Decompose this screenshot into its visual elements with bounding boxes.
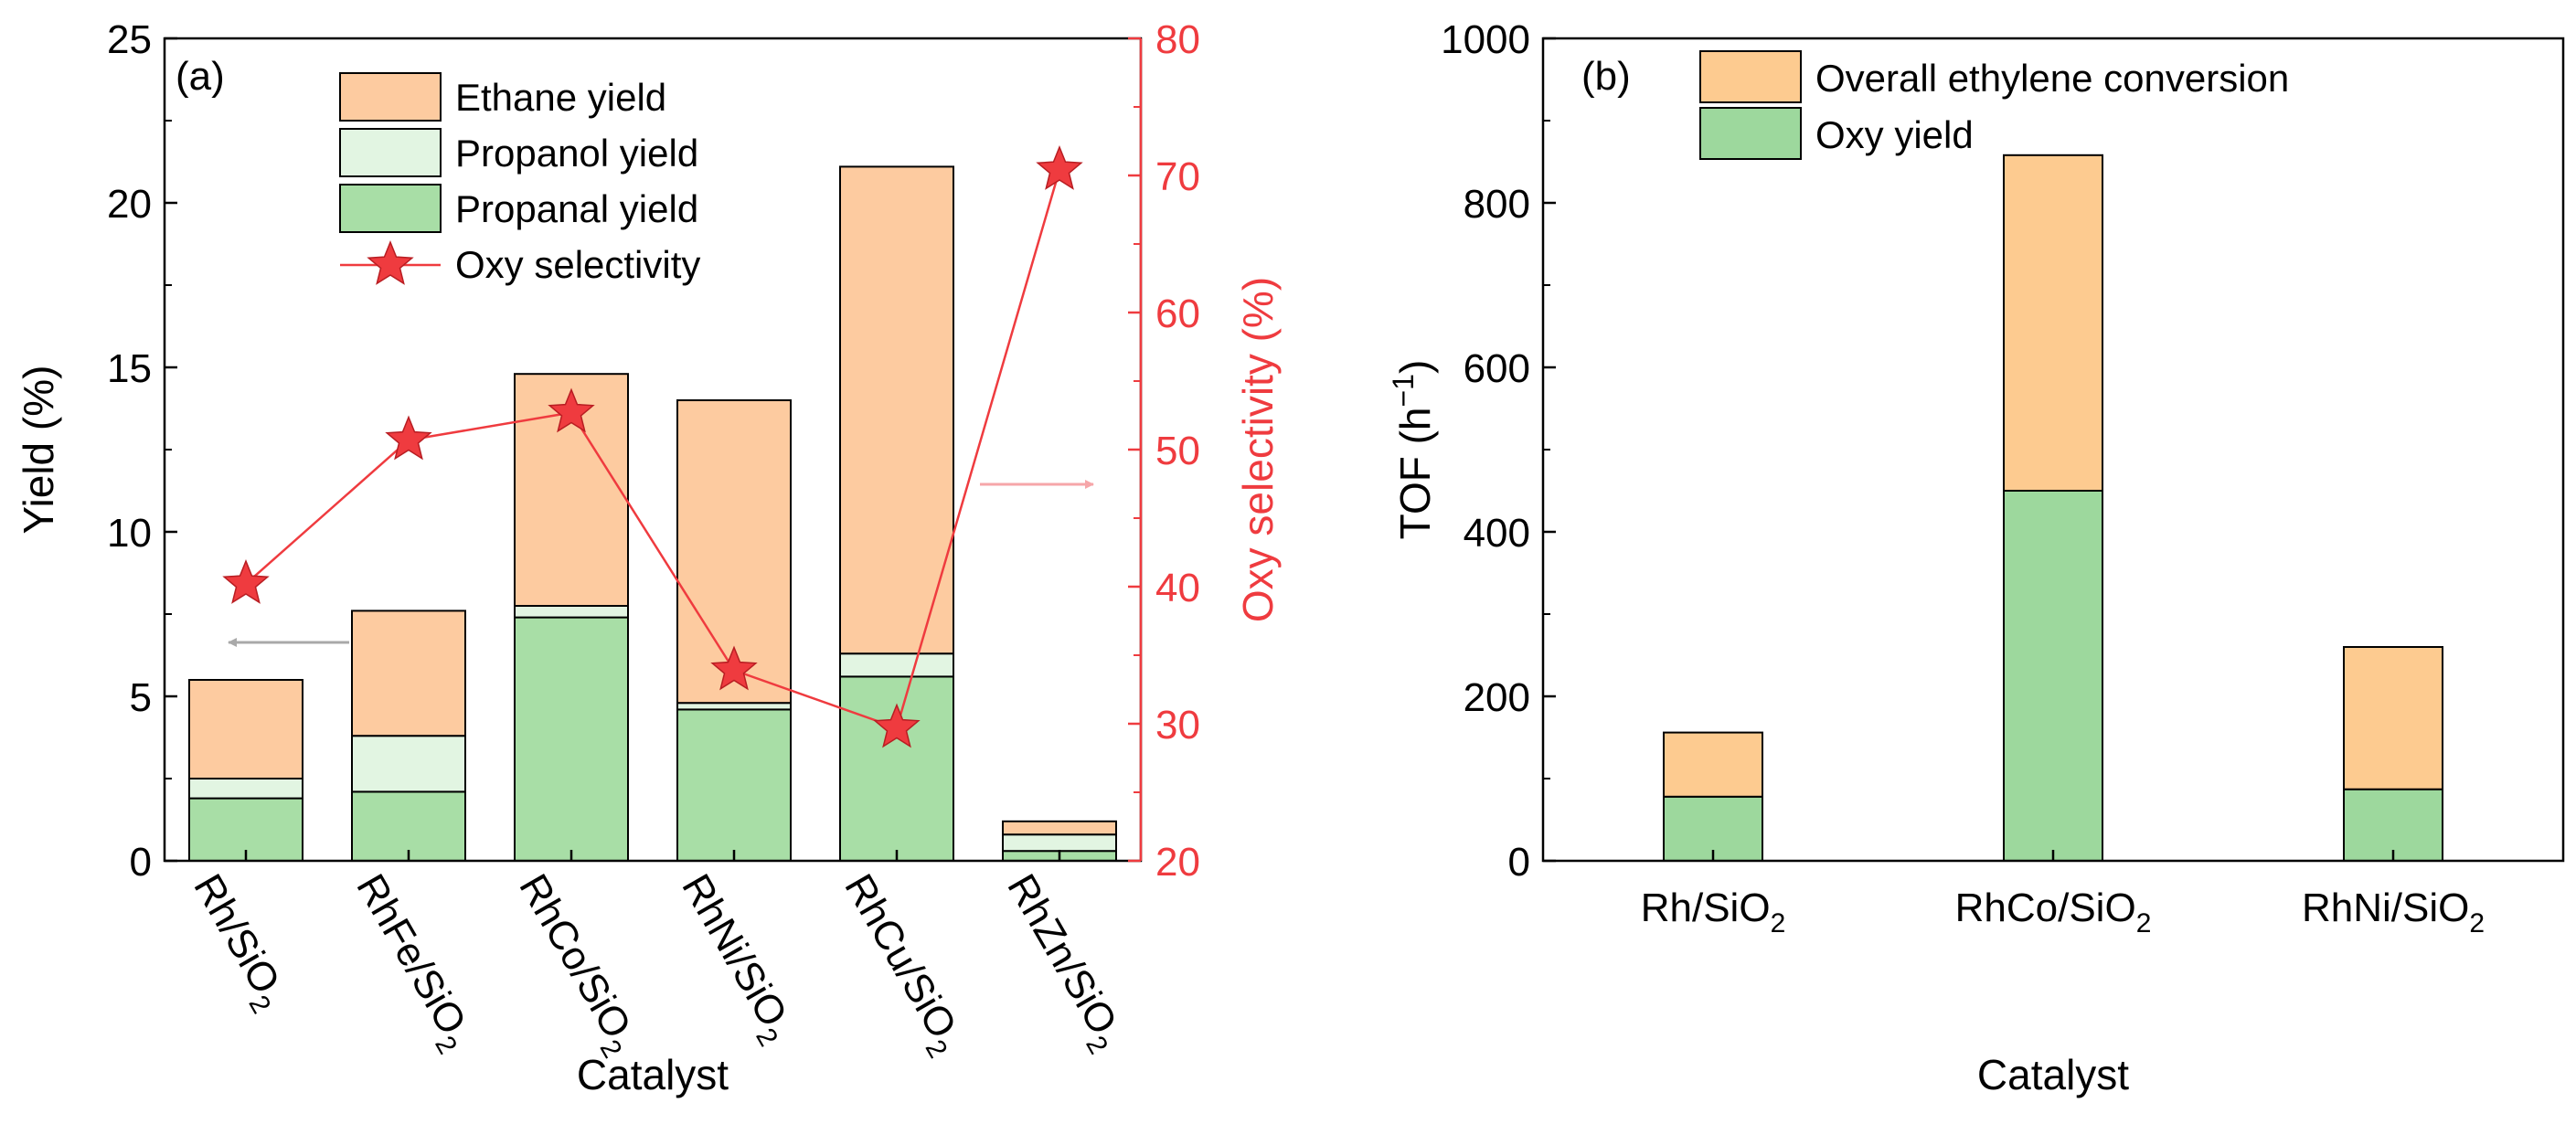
right-tick-label: 70 bbox=[1155, 154, 1200, 199]
bar-ethane-yield-rhcu-sio bbox=[839, 165, 954, 655]
panel-a-y2-label: Oxy selectivity (%) bbox=[1234, 277, 1282, 622]
panel-a-tag: (a) bbox=[176, 54, 225, 99]
left-tick-label: 25 bbox=[107, 17, 152, 62]
panel-b-y-label: TOF (h−1) bbox=[1387, 360, 1439, 540]
legend-swatch-propanal bbox=[339, 184, 442, 233]
b-tick-label: 0 bbox=[1508, 840, 1530, 885]
bar-oxy-yield-rhni-sio bbox=[2343, 788, 2443, 863]
x-label-rh-sio: Rh/SiO2 bbox=[178, 867, 296, 1019]
panel-b-category-labels: Rh/SiO2 RhCo/SiO2 RhNi/SiO2 bbox=[1641, 850, 2485, 938]
bar-ethane-yield-rhzn-sio bbox=[1002, 820, 1117, 836]
bar-overall-ethylene-conversion-rhco-sio bbox=[2003, 154, 2103, 493]
legend-label-oxy: Oxy yield bbox=[1815, 113, 1974, 156]
panel-b-y-label-main: TOF (h bbox=[1391, 407, 1439, 539]
legend-swatch-overall bbox=[1699, 50, 1802, 103]
panel-a-y-label: Yield (%) bbox=[15, 366, 62, 535]
b-tick-label: 200 bbox=[1464, 675, 1530, 720]
panel-b-legend: Overall ethylene conversion Oxy yield bbox=[1699, 50, 2289, 160]
bar-overall-ethylene-conversion-rhni-sio bbox=[2343, 646, 2443, 790]
x-label-rhcu-sio: RhCu/SiO2 bbox=[829, 867, 974, 1064]
bar-ethane-yield-rhfe-sio bbox=[351, 610, 466, 737]
panel-b-y-label-sup: −1 bbox=[1387, 374, 1420, 407]
left-tick-label: 5 bbox=[130, 675, 152, 720]
left-tick-label: 15 bbox=[107, 346, 152, 391]
bar-propanol-yield-rhfe-sio bbox=[351, 735, 466, 793]
legend-label-selectivity: Oxy selectivity bbox=[455, 243, 700, 286]
panel-b-x-label: Catalyst bbox=[1977, 1051, 2129, 1098]
legend-swatch-oxy bbox=[1699, 107, 1802, 160]
bar-overall-ethylene-conversion-rh-sio bbox=[1663, 731, 1763, 798]
bar-propanal-yield-rhni-sio bbox=[676, 708, 792, 863]
left-tick-label: 10 bbox=[107, 511, 152, 556]
selectivity-line bbox=[245, 169, 1061, 730]
bar-propanol-yield-rhco-sio bbox=[514, 605, 629, 619]
bar-propanol-yield-rhzn-sio bbox=[1002, 833, 1117, 853]
right-tick-label: 60 bbox=[1155, 292, 1200, 336]
selectivity-point-rhfe-sio bbox=[385, 415, 432, 461]
legend-label-overall: Overall ethylene conversion bbox=[1815, 57, 2289, 100]
right-tick-label: 20 bbox=[1155, 840, 1200, 885]
b-tick-label: 800 bbox=[1464, 182, 1530, 227]
panel-a-legend: Ethane yield Propanol yield Propanal yie… bbox=[339, 72, 700, 286]
bar-oxy-yield-rhco-sio bbox=[2003, 490, 2103, 862]
b-x-label-rhco-sio: RhCo/SiO2 bbox=[1955, 885, 2152, 938]
panel-a: 0 5 10 15 20 25 20 30 40 50 60 70 80 Rh/SiO2 RhFe/Si… bbox=[15, 17, 1282, 1098]
b-x-label-rh-sio: Rh/SiO2 bbox=[1641, 885, 1786, 938]
left-tick-label: 20 bbox=[107, 182, 152, 227]
x-label-rhco-sio: RhCo/SiO2 bbox=[504, 867, 648, 1064]
selectivity-point-rhzn-sio bbox=[1036, 144, 1083, 190]
panel-a-x-label: Catalyst bbox=[577, 1051, 729, 1098]
panel-a-bars bbox=[188, 165, 1117, 863]
legend-swatch-propanol bbox=[339, 128, 442, 177]
panel-a-left-ticks: 0 5 10 15 20 25 bbox=[107, 17, 177, 885]
b-tick-label: 600 bbox=[1464, 346, 1530, 391]
panel-a-selectivity-line bbox=[222, 144, 1083, 748]
x-label-rhfe-sio: RhFe/SiO2 bbox=[341, 867, 483, 1060]
panel-b: 0 200 400 600 800 1000 Rh/SiO2 RhCo/SiO2 RhNi/S… bbox=[1387, 17, 2565, 1098]
bar-propanal-yield-rhfe-sio bbox=[351, 790, 466, 863]
selectivity-point-rh-sio bbox=[222, 558, 270, 604]
legend-swatch-ethane bbox=[339, 72, 442, 122]
selectivity-point-rhni-sio bbox=[710, 645, 758, 691]
x-label-rhni-sio: RhNi/SiO2 bbox=[666, 867, 804, 1052]
left-tick-label: 0 bbox=[130, 840, 152, 885]
right-tick-label: 30 bbox=[1155, 703, 1200, 748]
b-tick-label: 400 bbox=[1464, 511, 1530, 556]
panel-b-bars bbox=[1663, 154, 2443, 863]
right-tick-label: 50 bbox=[1155, 429, 1200, 473]
panel-b-tag: (b) bbox=[1581, 54, 1631, 99]
bar-propanol-yield-rhni-sio bbox=[676, 702, 792, 711]
b-x-label-rhni-sio: RhNi/SiO2 bbox=[2302, 885, 2485, 938]
legend-label-ethane: Ethane yield bbox=[455, 76, 666, 119]
b-tick-label: 1000 bbox=[1441, 17, 1530, 62]
bar-ethane-yield-rh-sio bbox=[188, 679, 303, 779]
right-tick-label: 40 bbox=[1155, 566, 1200, 610]
panel-a-right-ticks: 20 30 40 50 60 70 80 bbox=[1128, 17, 1200, 885]
legend-label-propanal: Propanal yield bbox=[455, 187, 698, 230]
selectivity-point-rhco-sio bbox=[548, 387, 595, 433]
panel-b-y-label-end: ) bbox=[1391, 360, 1439, 374]
panel-b-y-ticks: 0 200 400 600 800 1000 bbox=[1441, 17, 1556, 885]
bar-propanal-yield-rhco-sio bbox=[514, 616, 629, 862]
legend-label-propanol: Propanol yield bbox=[455, 132, 698, 175]
right-tick-label: 80 bbox=[1155, 17, 1200, 62]
x-label-rhzn-sio: RhZn/SiO2 bbox=[992, 867, 1134, 1060]
selectivity-point-rhcu-sio bbox=[873, 703, 921, 748]
legend-star-icon bbox=[367, 239, 414, 285]
bar-propanol-yield-rhcu-sio bbox=[839, 652, 954, 678]
bar-propanol-yield-rh-sio bbox=[188, 778, 303, 800]
